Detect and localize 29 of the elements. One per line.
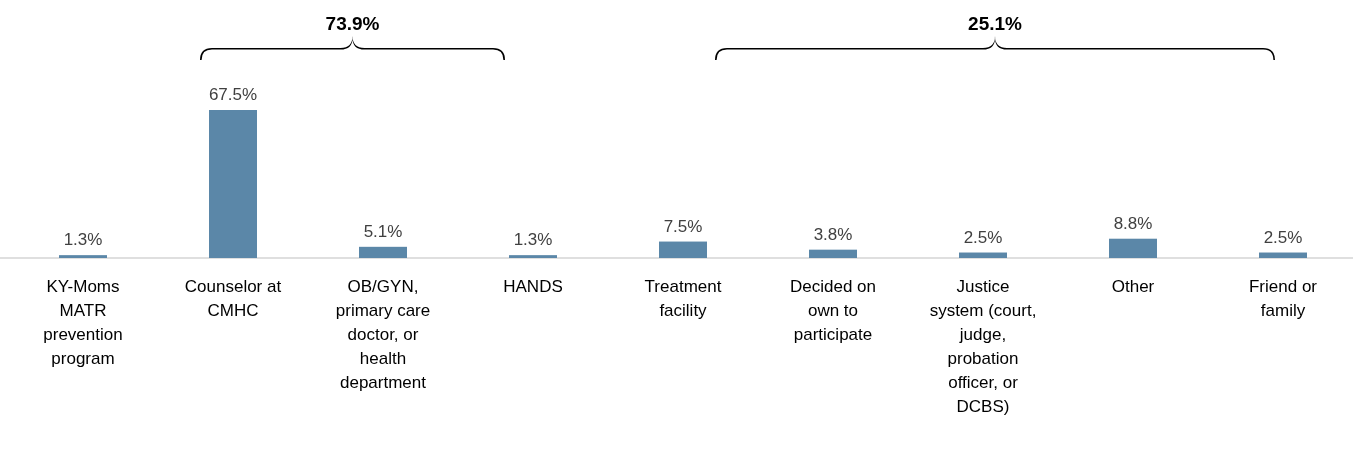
data-label: 1.3% — [63, 230, 103, 250]
data-label: 5.1% — [363, 221, 403, 241]
x-tick-label: Decided on own to participate — [789, 277, 877, 344]
data-label: 2.5% — [963, 227, 1003, 247]
x-tick-label: Counselor at CMHC — [184, 277, 282, 320]
bar — [359, 246, 407, 258]
text: 25.1% — [968, 13, 1023, 34]
data-label: 67.5% — [208, 85, 258, 104]
data-label: 2.5% — [1263, 227, 1303, 247]
bar — [509, 255, 557, 258]
bar — [1109, 238, 1157, 258]
data-label: 3.8% — [813, 224, 853, 244]
text: 73.9% — [325, 13, 380, 34]
x-tick-label: KY-Moms MATR prevention program — [43, 277, 123, 368]
data-label: 7.5% — [663, 216, 703, 236]
x-tick-label: OB/GYN, primary care doctor, or health department — [335, 277, 431, 392]
bar — [1259, 252, 1307, 258]
x-tick-label: HANDS — [503, 277, 563, 296]
x-tick-label: Justice system (court, judge, probation officer, or DCBS) — [929, 277, 1037, 416]
bar — [59, 255, 107, 258]
bar — [809, 249, 857, 258]
data-label: 1.3% — [513, 230, 553, 250]
bar — [659, 241, 707, 258]
bar — [959, 252, 1007, 258]
x-tick-label: Other — [1111, 277, 1155, 296]
x-tick-label: Treatment facility — [644, 277, 722, 320]
data-label: 8.8% — [1113, 213, 1153, 233]
x-tick-label: Friend or family — [1248, 277, 1318, 320]
bar — [209, 110, 257, 258]
